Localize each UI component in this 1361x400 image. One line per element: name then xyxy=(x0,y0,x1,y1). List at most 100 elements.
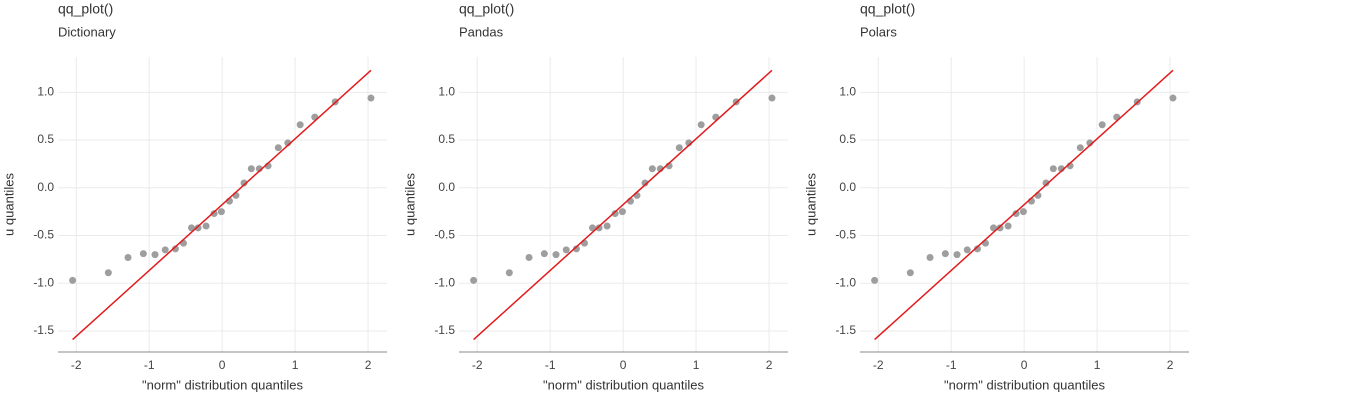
qq-point xyxy=(675,144,683,152)
qq-point xyxy=(104,269,112,277)
y-tick-label: -1.5 xyxy=(835,323,856,337)
x-tick-label: 1 xyxy=(292,358,299,372)
y-tick-label: -0.5 xyxy=(835,228,856,242)
y-tick-label: -1.5 xyxy=(33,323,54,337)
qq-point xyxy=(202,222,210,230)
reference-line xyxy=(874,69,1174,341)
x-tick-label: -1 xyxy=(545,358,556,372)
qq-point xyxy=(953,251,961,259)
qq-point xyxy=(139,250,147,258)
qq-point xyxy=(1004,222,1012,230)
x-tick-label: -2 xyxy=(71,358,82,372)
x-tick-label: -1 xyxy=(946,358,957,372)
y-axis-title: u quantiles xyxy=(402,173,417,236)
qq-point xyxy=(941,250,949,258)
qq-point xyxy=(618,208,626,216)
qq-point xyxy=(217,208,225,216)
y-tick-label: 0.5 xyxy=(37,132,54,146)
qq-point xyxy=(1019,208,1027,216)
qq-point xyxy=(926,253,934,261)
qq-point xyxy=(989,224,997,232)
qq-point xyxy=(697,121,705,129)
reference-line xyxy=(473,69,773,341)
x-tick-label: 1 xyxy=(1094,358,1101,372)
qq-point xyxy=(367,94,375,102)
x-tick-label: 2 xyxy=(766,358,773,372)
qq-point xyxy=(247,165,255,173)
y-axis-title: u quantiles xyxy=(1,173,16,236)
qq-point xyxy=(580,239,588,247)
chart-title: qq_plot() xyxy=(58,1,113,17)
y-tick-label: -1.0 xyxy=(434,275,455,289)
qq-point xyxy=(595,224,603,232)
qq-point xyxy=(505,269,513,277)
qq-point xyxy=(588,224,596,232)
x-tick-label: 0 xyxy=(1021,358,1028,372)
qq-point xyxy=(572,245,580,253)
chart-subtitle: Pandas xyxy=(459,24,504,39)
chart-subtitle: Dictionary xyxy=(58,24,116,39)
chart: qq_plot() Polars -2 -1 0 1 2 1.0 0.5 0.0 -0.5 -1.0 -… xyxy=(803,1,1189,392)
qq-point xyxy=(540,250,548,258)
qq-point xyxy=(296,121,304,129)
qq-point xyxy=(151,251,159,259)
qq-point xyxy=(194,224,202,232)
qq-point xyxy=(552,251,560,259)
qq-point xyxy=(525,253,533,261)
y-tick-label: -1.0 xyxy=(835,275,856,289)
qq-point xyxy=(1042,179,1050,187)
qq-point xyxy=(187,224,195,232)
x-tick-label: 0 xyxy=(620,358,627,372)
x-tick-label: -1 xyxy=(144,358,155,372)
qq-point xyxy=(1098,121,1106,129)
qq-point xyxy=(1012,210,1020,218)
qq-point xyxy=(179,239,187,247)
y-tick-label: 1.0 xyxy=(839,84,856,98)
x-tick-label: -2 xyxy=(873,358,884,372)
qq-point xyxy=(240,179,248,187)
x-tick-label: 1 xyxy=(693,358,700,372)
x-axis-title: "norm" distribution quantiles xyxy=(944,377,1105,392)
y-tick-label: -1.0 xyxy=(33,275,54,289)
y-tick-label: 0.0 xyxy=(37,180,54,194)
x-tick-label: 2 xyxy=(1167,358,1174,372)
qq-point xyxy=(69,276,77,284)
qq-point xyxy=(648,165,656,173)
qq-point xyxy=(996,224,1004,232)
chart-subtitle: Polars xyxy=(860,24,897,39)
qq-point xyxy=(1169,94,1177,102)
qq-point xyxy=(1076,144,1084,152)
qq-point xyxy=(1049,165,1057,173)
qq-point xyxy=(641,179,649,187)
qq-point xyxy=(274,144,282,152)
x-tick-label: 0 xyxy=(219,358,226,372)
y-axis-title: u quantiles xyxy=(803,173,818,236)
y-tick-label: -1.5 xyxy=(434,323,455,337)
qq-point xyxy=(171,245,179,253)
reference-line xyxy=(72,69,372,341)
y-tick-label: 0.5 xyxy=(839,132,856,146)
y-tick-label: 0.5 xyxy=(438,132,455,146)
chart-title: qq_plot() xyxy=(860,1,915,17)
x-tick-label: -2 xyxy=(472,358,483,372)
qq-point xyxy=(470,276,478,284)
y-tick-label: 0.0 xyxy=(839,180,856,194)
x-axis-title: "norm" distribution quantiles xyxy=(142,377,303,392)
y-tick-label: 1.0 xyxy=(37,84,54,98)
chart: qq_plot() Dictionary -2 -1 0 1 2 1.0 0.5 0.0 -0.5 -… xyxy=(1,1,387,392)
y-tick-label: 1.0 xyxy=(438,84,455,98)
y-tick-label: -0.5 xyxy=(33,228,54,242)
qq-point xyxy=(981,239,989,247)
qq-point xyxy=(906,269,914,277)
qq-point xyxy=(161,246,169,254)
chart: qq_plot() Pandas -2 -1 0 1 2 1.0 0.5 0.0 -0.5 -1.0 -… xyxy=(402,1,788,392)
qq-point xyxy=(611,210,619,218)
qq-point xyxy=(973,245,981,253)
qq-point xyxy=(124,253,132,261)
qq-point xyxy=(871,276,879,284)
chart-title: qq_plot() xyxy=(459,1,514,17)
x-tick-label: 2 xyxy=(365,358,372,372)
qq-point xyxy=(768,94,776,102)
qq-point xyxy=(562,246,570,254)
